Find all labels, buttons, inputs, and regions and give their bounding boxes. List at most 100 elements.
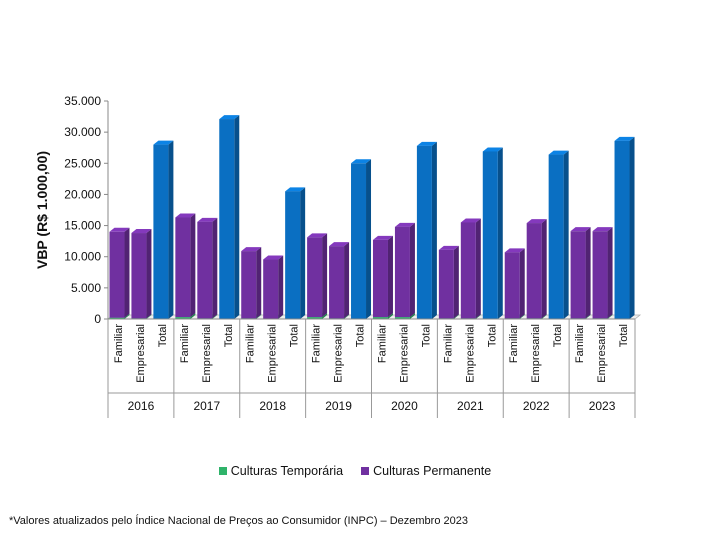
bar-2017-total-total-top xyxy=(219,115,240,120)
legend-label-temporaria: Culturas Temporária xyxy=(230,464,344,478)
bar-2022-familiar-culturas-permanente-side xyxy=(519,248,525,319)
x-sublabel-2019-empresarial: Empresarial xyxy=(333,324,345,383)
bar-2023-empresarial-culturas-permanente xyxy=(592,231,608,319)
x-sublabel-2016-familiar: Familiar xyxy=(113,324,125,363)
bar-2019-empresarial-culturas-permanente xyxy=(329,246,345,319)
x-sublabel-2021-total: Total xyxy=(486,324,498,347)
bar-2022-total-total-top xyxy=(548,150,569,155)
bar-2022-empresarial-culturas-permanente-side xyxy=(541,219,547,319)
bar-2018-familiar-culturas-permanente-top xyxy=(241,247,262,252)
bar-2020-total-total-side xyxy=(431,141,437,319)
bar-2018-empresarial-culturas-tempor-ria-side xyxy=(278,314,284,319)
bar-2016-total-total-top xyxy=(153,140,174,145)
y-tick-label: 20.000 xyxy=(64,187,101,201)
legend-swatch-temporaria xyxy=(218,467,227,475)
bar-2021-familiar-culturas-tempor-ria-side xyxy=(453,314,459,319)
bar-2019-total-total-side xyxy=(366,159,372,319)
x-sublabel-2017-familiar: Familiar xyxy=(179,324,191,363)
x-sublabel-2022-empresarial: Empresarial xyxy=(530,324,542,383)
x-sublabel-2019-total: Total xyxy=(355,324,367,347)
x-year-label-2017: 2017 xyxy=(193,399,220,413)
bar-2021-total-total xyxy=(482,151,498,319)
x-sublabel-2018-empresarial: Empresarial xyxy=(267,324,279,383)
bar-2021-empresarial-culturas-permanente-top xyxy=(460,218,481,223)
bar-2023-familiar-culturas-permanente xyxy=(570,231,586,319)
bar-2019-familiar-culturas-permanente-side xyxy=(322,233,328,318)
bar-2016-familiar-culturas-permanente-top xyxy=(109,227,130,232)
bar-2022-empresarial-culturas-tempor-ria-side xyxy=(541,314,547,319)
bar-2019-familiar-culturas-permanente-top xyxy=(307,233,328,238)
bar-2017-empresarial-culturas-permanente-top xyxy=(197,217,218,222)
bar-2021-empresarial-culturas-permanente xyxy=(460,222,476,319)
bar-2018-empresarial-culturas-permanente-top xyxy=(263,255,284,260)
bar-2021-familiar-culturas-permanente-top xyxy=(438,245,459,250)
bar-2019-familiar-culturas-tempor-ria-side xyxy=(322,313,328,319)
bar-2018-empresarial-culturas-permanente xyxy=(263,259,279,319)
y-tick-label: 5.000 xyxy=(71,281,101,295)
bar-2016-familiar-culturas-tempor-ria-side xyxy=(124,313,130,319)
bar-2019-familiar-culturas-tempor-ria xyxy=(307,317,323,319)
x-year-label-2022: 2022 xyxy=(523,399,550,413)
x-sublabel-2020-total: Total xyxy=(420,324,432,347)
x-sublabel-2023-total: Total xyxy=(618,324,630,347)
bar-2022-familiar-culturas-permanente-top xyxy=(504,248,525,253)
y-tick-label: 30.000 xyxy=(64,125,101,139)
chart-legend: Culturas Temporária Culturas Permanente xyxy=(0,464,710,478)
x-sublabel-2021-familiar: Familiar xyxy=(442,324,454,363)
bar-2019-familiar-culturas-permanente xyxy=(307,237,323,318)
bar-2017-familiar-culturas-permanente-side xyxy=(190,213,196,318)
bar-2022-familiar-culturas-permanente xyxy=(504,252,520,319)
x-sublabel-2016-total: Total xyxy=(157,324,169,347)
bar-2017-empresarial-culturas-permanente-side xyxy=(212,217,218,319)
x-sublabel-2018-total: Total xyxy=(289,324,301,347)
bar-2016-empresarial-culturas-permanente-top xyxy=(131,229,152,234)
x-sublabel-2018-familiar: Familiar xyxy=(245,324,257,363)
bar-2021-empresarial-culturas-permanente-side xyxy=(475,218,481,319)
bar-2020-empresarial-culturas-tempor-ria-side xyxy=(409,313,415,319)
x-sublabel-2017-empresarial: Empresarial xyxy=(201,324,213,383)
bar-2021-empresarial-culturas-tempor-ria-side xyxy=(475,314,481,319)
legend-item-temporaria: Culturas Temporária xyxy=(218,464,344,478)
bar-2023-empresarial-culturas-tempor-ria-side xyxy=(607,314,613,319)
x-sublabel-2020-familiar: Familiar xyxy=(376,324,388,363)
bar-2018-total-total-top xyxy=(285,187,306,192)
bar-2016-familiar-culturas-tempor-ria xyxy=(109,317,125,319)
x-sublabel-2016-empresarial: Empresarial xyxy=(135,324,147,383)
bar-2017-familiar-culturas-tempor-ria-side xyxy=(190,313,196,319)
bar-2016-empresarial-culturas-tempor-ria-side xyxy=(146,314,152,319)
bar-2018-total-total xyxy=(285,191,301,319)
bar-2016-empresarial-culturas-permanente xyxy=(131,233,147,319)
bar-2020-familiar-culturas-tempor-ria-side xyxy=(387,313,393,319)
bar-2016-familiar-culturas-permanente-side xyxy=(124,227,130,318)
bar-2020-empresarial-culturas-tempor-ria xyxy=(394,317,410,319)
bar-2021-familiar-culturas-permanente xyxy=(438,249,454,319)
x-sublabel-2023-empresarial: Empresarial xyxy=(596,324,608,383)
bar-2016-familiar-culturas-permanente xyxy=(109,231,125,318)
bar-2019-total-total xyxy=(351,163,367,319)
bar-2018-familiar-culturas-tempor-ria-side xyxy=(256,314,262,319)
x-year-label-2020: 2020 xyxy=(391,399,418,413)
bar-2023-total-total-top xyxy=(614,136,635,141)
bar-2017-empresarial-culturas-permanente xyxy=(197,221,213,319)
bar-2021-total-total-top xyxy=(482,147,503,152)
legend-swatch-permanente xyxy=(361,467,370,475)
bar-2017-familiar-culturas-tempor-ria xyxy=(175,317,191,319)
bar-2020-total-total xyxy=(416,145,432,319)
x-sublabel-2023-familiar: Familiar xyxy=(574,324,586,363)
bar-2016-total-total-side xyxy=(168,140,174,319)
legend-label-permanente: Culturas Permanente xyxy=(373,464,492,478)
bar-2019-empresarial-culturas-tempor-ria-side xyxy=(344,314,350,319)
bar-2022-empresarial-culturas-permanente xyxy=(526,223,542,319)
bar-2023-familiar-culturas-permanente-top xyxy=(570,227,591,232)
x-sublabel-2020-empresarial: Empresarial xyxy=(398,324,410,383)
bar-2016-empresarial-culturas-permanente-side xyxy=(146,229,152,319)
bar-2018-total-total-side xyxy=(300,187,306,319)
bar-2020-empresarial-culturas-permanente-top xyxy=(394,222,415,227)
y-tick-label: 10.000 xyxy=(64,250,101,264)
bar-2023-familiar-culturas-tempor-ria-side xyxy=(585,314,591,319)
bar-2023-familiar-culturas-permanente-side xyxy=(585,227,591,319)
bar-2019-empresarial-culturas-permanente-side xyxy=(344,242,350,319)
bar-2020-empresarial-culturas-permanente-side xyxy=(409,222,415,318)
legend-item-permanente: Culturas Permanente xyxy=(361,464,491,478)
bar-2019-total-total-top xyxy=(351,159,372,164)
